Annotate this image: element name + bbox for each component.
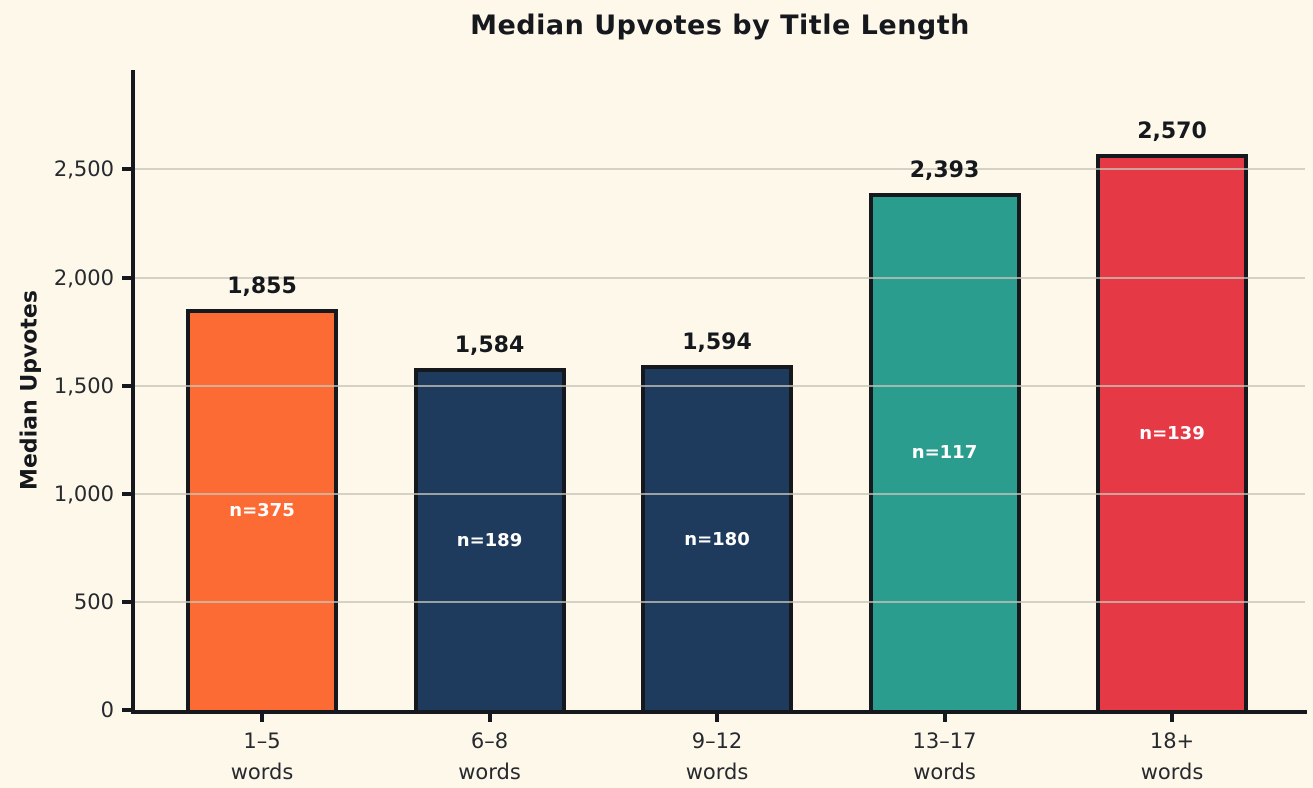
y-tick-label: 1,500 <box>53 373 114 398</box>
x-tick-label: 6–8 words <box>458 729 521 784</box>
bar-n-label: n=117 <box>911 442 978 464</box>
y-axis-spine <box>131 70 135 714</box>
x-tick-label: 1–5 words <box>230 729 294 784</box>
gridline-500 <box>135 600 1305 603</box>
y-tick-mark <box>122 383 131 388</box>
bar-n-label: n=180 <box>684 528 750 550</box>
x-tick-mark <box>260 714 264 722</box>
y-tick-mark <box>122 275 131 280</box>
bar-6–8-words <box>413 367 566 710</box>
x-tick-mark <box>715 714 719 722</box>
y-tick-label: 2,500 <box>53 157 114 182</box>
bar-value-label: 2,570 <box>1137 119 1207 145</box>
bar-value-label: 1,855 <box>227 273 297 299</box>
x-axis-spine <box>131 710 1307 714</box>
y-tick-mark <box>122 708 131 712</box>
bar-value-label: 1,584 <box>454 332 525 358</box>
gridline-2000 <box>135 276 1305 279</box>
bar-value-label: 1,594 <box>682 330 752 356</box>
y-tick-mark <box>122 167 131 172</box>
y-tick-label: 1,000 <box>53 481 114 506</box>
bar-value-label: 2,393 <box>909 157 980 183</box>
gridline-1000 <box>135 492 1305 495</box>
bar-n-label: n=375 <box>229 500 295 522</box>
y-tick-label: 0 <box>100 698 114 722</box>
y-tick-label: 2,000 <box>53 265 114 290</box>
chart-title: Median Upvotes by Title Length <box>470 10 970 41</box>
y-tick-mark <box>122 491 131 496</box>
gridline-2500 <box>135 168 1305 171</box>
bar-13–17-words <box>868 192 1021 710</box>
x-tick-label: 13–17 words <box>912 729 977 784</box>
y-tick-label: 500 <box>73 589 114 614</box>
bar-n-label: n=139 <box>1139 423 1205 445</box>
bar-18+-words <box>1096 154 1248 710</box>
x-tick-label: 9–12 words <box>685 729 749 784</box>
y-tick-mark <box>122 599 131 604</box>
bar-n-label: n=189 <box>456 529 523 551</box>
bar-9–12-words <box>641 365 793 710</box>
plot-area: 1,855 n=375 1,584 n=189 1,594 n=180 2,393 n=117… <box>135 70 1305 710</box>
x-tick-mark <box>487 714 492 722</box>
bar-1–5-words <box>186 308 338 710</box>
x-tick-label: 18+ words <box>1140 729 1204 784</box>
x-tick-mark <box>942 714 947 722</box>
x-tick-mark <box>1170 714 1174 722</box>
gridline-1500 <box>135 384 1305 387</box>
